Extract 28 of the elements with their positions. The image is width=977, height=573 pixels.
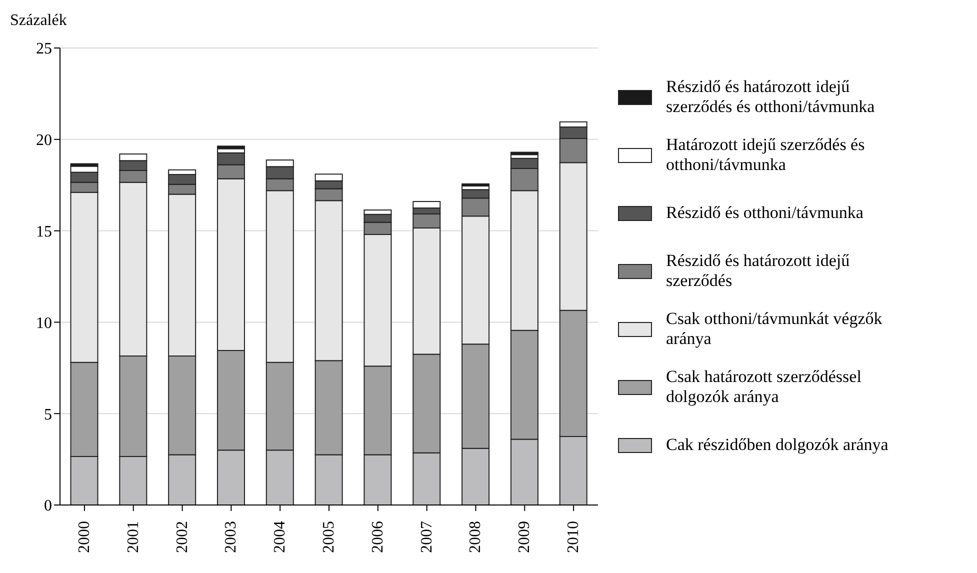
y-tick-label: 15 <box>36 223 52 240</box>
x-tick-label: 2006 <box>369 521 386 553</box>
x-tick-label: 2010 <box>565 521 582 553</box>
legend-label: Határozott idejű szerződés és otthoni/távmunka <box>666 135 866 175</box>
y-tick-label: 5 <box>44 406 52 424</box>
bar <box>462 183 490 187</box>
legend-label: Részidő és határozott idejű szerződés <box>666 251 851 291</box>
x-tick-label: 2003 <box>222 521 240 553</box>
x-tick-label: 2008 <box>467 521 484 553</box>
legend-label: Csak otthoni/távmunkát végzők aránya <box>666 309 884 349</box>
legend-label: Cak részidőben dolgozók aránya <box>666 435 890 455</box>
y-tick-label: 0 <box>44 498 52 515</box>
bar <box>216 146 245 150</box>
x-tick-label: 2007 <box>418 521 436 553</box>
bar <box>510 152 538 156</box>
x-tick-label: 2002 <box>174 521 191 553</box>
x-tick-label: 2005 <box>320 521 338 553</box>
x-tick-label: 2009 <box>516 521 534 553</box>
x-tick-label: 2000 <box>76 521 93 553</box>
legend-label: Részidő és otthoni/távmunka <box>666 203 864 223</box>
legend-label: Részidő és határozott idejű szerződés és otthoni/távmunka <box>666 77 876 117</box>
x-tick-label: 2004 <box>272 521 289 553</box>
legend-label: Csak határozott szerződéssel dolgozók aránya <box>666 367 862 407</box>
y-tick-label: 25 <box>36 40 52 58</box>
y-tick-label: 20 <box>36 132 52 150</box>
x-tick-label: 2001 <box>124 521 142 553</box>
y-tick-label: 10 <box>36 314 52 332</box>
y-axis-title: Százalék <box>10 12 67 30</box>
